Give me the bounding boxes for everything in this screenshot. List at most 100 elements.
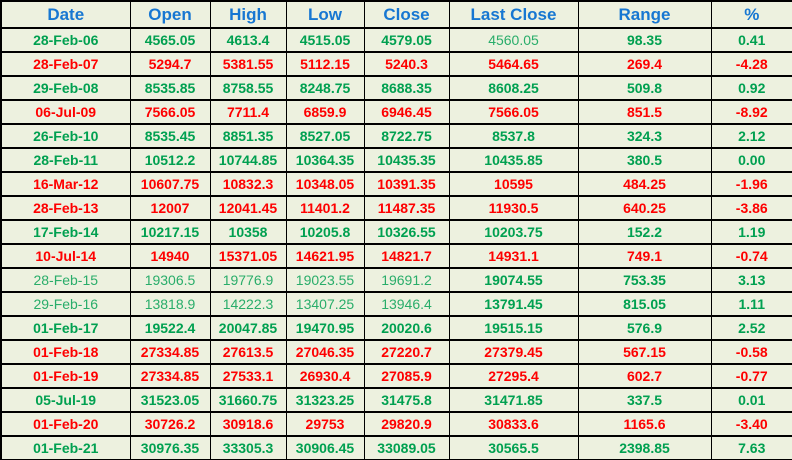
cell-range: 484.25 [577,171,712,197]
column-header-close: Close [363,0,450,29]
cell-high: 15371.05 [209,243,287,269]
cell-open: 10512.2 [129,147,211,173]
cell-close: 8688.35 [363,75,450,101]
header-row: Date Open High Low Close Last Close Range% [0,0,792,29]
cell-high: 4613.4 [209,27,287,53]
cell-high: 10832.3 [209,171,287,197]
cell-low: 5112.15 [285,51,365,77]
cell-range: 98.35 [577,27,712,53]
cell-last_close: 8608.25 [448,75,579,101]
cell-close: 19691.2 [363,267,450,293]
cell-pct: -0.77 [710,363,792,389]
cell-close: 10435.35 [363,147,450,173]
cell-close: 14821.7 [363,243,450,269]
column-header-range: Range [577,0,712,29]
cell-date: 26-Feb-10 [0,123,131,149]
cell-open: 10607.75 [129,171,211,197]
cell-pct: 0.92 [710,75,792,101]
cell-last_close: 14931.1 [448,243,579,269]
cell-date: 16-Mar-12 [0,171,131,197]
column-header-pct: % [710,0,792,29]
cell-date: 01-Feb-17 [0,315,131,341]
table-row: 16-Mar-12 10607.75 10832.3 10348.05 10391.35… [0,171,792,197]
table-row: 29-Feb-08 8535.85 8758.55 8248.75 8688.35 860… [0,75,792,101]
cell-range: 567.15 [577,339,712,365]
cell-close: 20020.6 [363,315,450,341]
column-header-date: Date [0,0,131,29]
cell-high: 5381.55 [209,51,287,77]
cell-range: 753.35 [577,267,712,293]
cell-pct: -4.28 [710,51,792,77]
cell-date: 01-Feb-18 [0,339,131,365]
cell-range: 324.3 [577,123,712,149]
cell-open: 10217.15 [129,219,211,245]
table-row: 01-Feb-18 27334.85 27613.5 27046.35 27220.7 2… [0,339,792,365]
cell-pct: 2.52 [710,315,792,341]
cell-range: 640.25 [577,195,712,221]
cell-close: 6946.45 [363,99,450,125]
cell-low: 14621.95 [285,243,365,269]
cell-range: 509.8 [577,75,712,101]
column-header-high: High [209,0,287,29]
cell-high: 33305.3 [209,435,287,460]
cell-open: 7566.05 [129,99,211,125]
table-row: 26-Feb-10 8535.45 8851.35 8527.05 8722.75 853… [0,123,792,149]
cell-high: 30918.6 [209,411,287,437]
cell-pct: -0.58 [710,339,792,365]
cell-date: 10-Jul-14 [0,243,131,269]
cell-high: 20047.85 [209,315,287,341]
cell-date: 28-Feb-06 [0,27,131,53]
cell-pct: 0.00 [710,147,792,173]
table-row: 01-Feb-19 27334.85 27533.1 26930.4 27085.9 27… [0,363,792,389]
table-row: 29-Feb-16 13818.9 14222.3 13407.25 13946.4 13… [0,291,792,317]
cell-range: 152.2 [577,219,712,245]
cell-low: 13407.25 [285,291,365,317]
table-row: 01-Feb-21 30976.35 33305.3 30906.45 33089.05… [0,435,792,460]
cell-pct: -1.96 [710,171,792,197]
cell-last_close: 31471.85 [448,387,579,413]
cell-range: 380.5 [577,147,712,173]
column-header-last_close: Last Close [448,0,579,29]
cell-low: 30906.45 [285,435,365,460]
table-row: 28-Feb-11 10512.2 10744.85 10364.35 10435.35… [0,147,792,173]
cell-pct: 7.63 [710,435,792,460]
table-row: 01-Feb-20 30726.2 30918.6 29753 29820.9 30833… [0,411,792,437]
cell-low: 10364.35 [285,147,365,173]
cell-date: 01-Feb-19 [0,363,131,389]
cell-open: 31523.05 [129,387,211,413]
cell-date: 01-Feb-21 [0,435,131,460]
cell-range: 851.5 [577,99,712,125]
cell-range: 749.1 [577,243,712,269]
cell-high: 19776.9 [209,267,287,293]
cell-open: 19522.4 [129,315,211,341]
cell-high: 7711.4 [209,99,287,125]
cell-high: 27613.5 [209,339,287,365]
column-header-low: Low [285,0,365,29]
cell-low: 31323.25 [285,387,365,413]
cell-date: 29-Feb-16 [0,291,131,317]
cell-close: 13946.4 [363,291,450,317]
cell-open: 19306.5 [129,267,211,293]
cell-close: 8722.75 [363,123,450,149]
cell-low: 10348.05 [285,171,365,197]
cell-last_close: 13791.45 [448,291,579,317]
cell-open: 27334.85 [129,339,211,365]
cell-last_close: 27379.45 [448,339,579,365]
cell-high: 14222.3 [209,291,287,317]
cell-date: 28-Feb-11 [0,147,131,173]
cell-close: 27085.9 [363,363,450,389]
cell-range: 576.9 [577,315,712,341]
cell-low: 6859.9 [285,99,365,125]
column-header-open: Open [129,0,211,29]
cell-date: 28-Feb-13 [0,195,131,221]
cell-last_close: 11930.5 [448,195,579,221]
cell-low: 19023.55 [285,267,365,293]
cell-date: 05-Jul-19 [0,387,131,413]
table-row: 10-Jul-14 14940 15371.05 14621.95 14821.7 149… [0,243,792,269]
cell-pct: -8.92 [710,99,792,125]
table-row: 28-Feb-06 4565.05 4613.4 4515.05 4579.05 4560… [0,27,792,53]
cell-high: 12041.45 [209,195,287,221]
cell-last_close: 10435.85 [448,147,579,173]
cell-low: 8248.75 [285,75,365,101]
cell-close: 11487.35 [363,195,450,221]
